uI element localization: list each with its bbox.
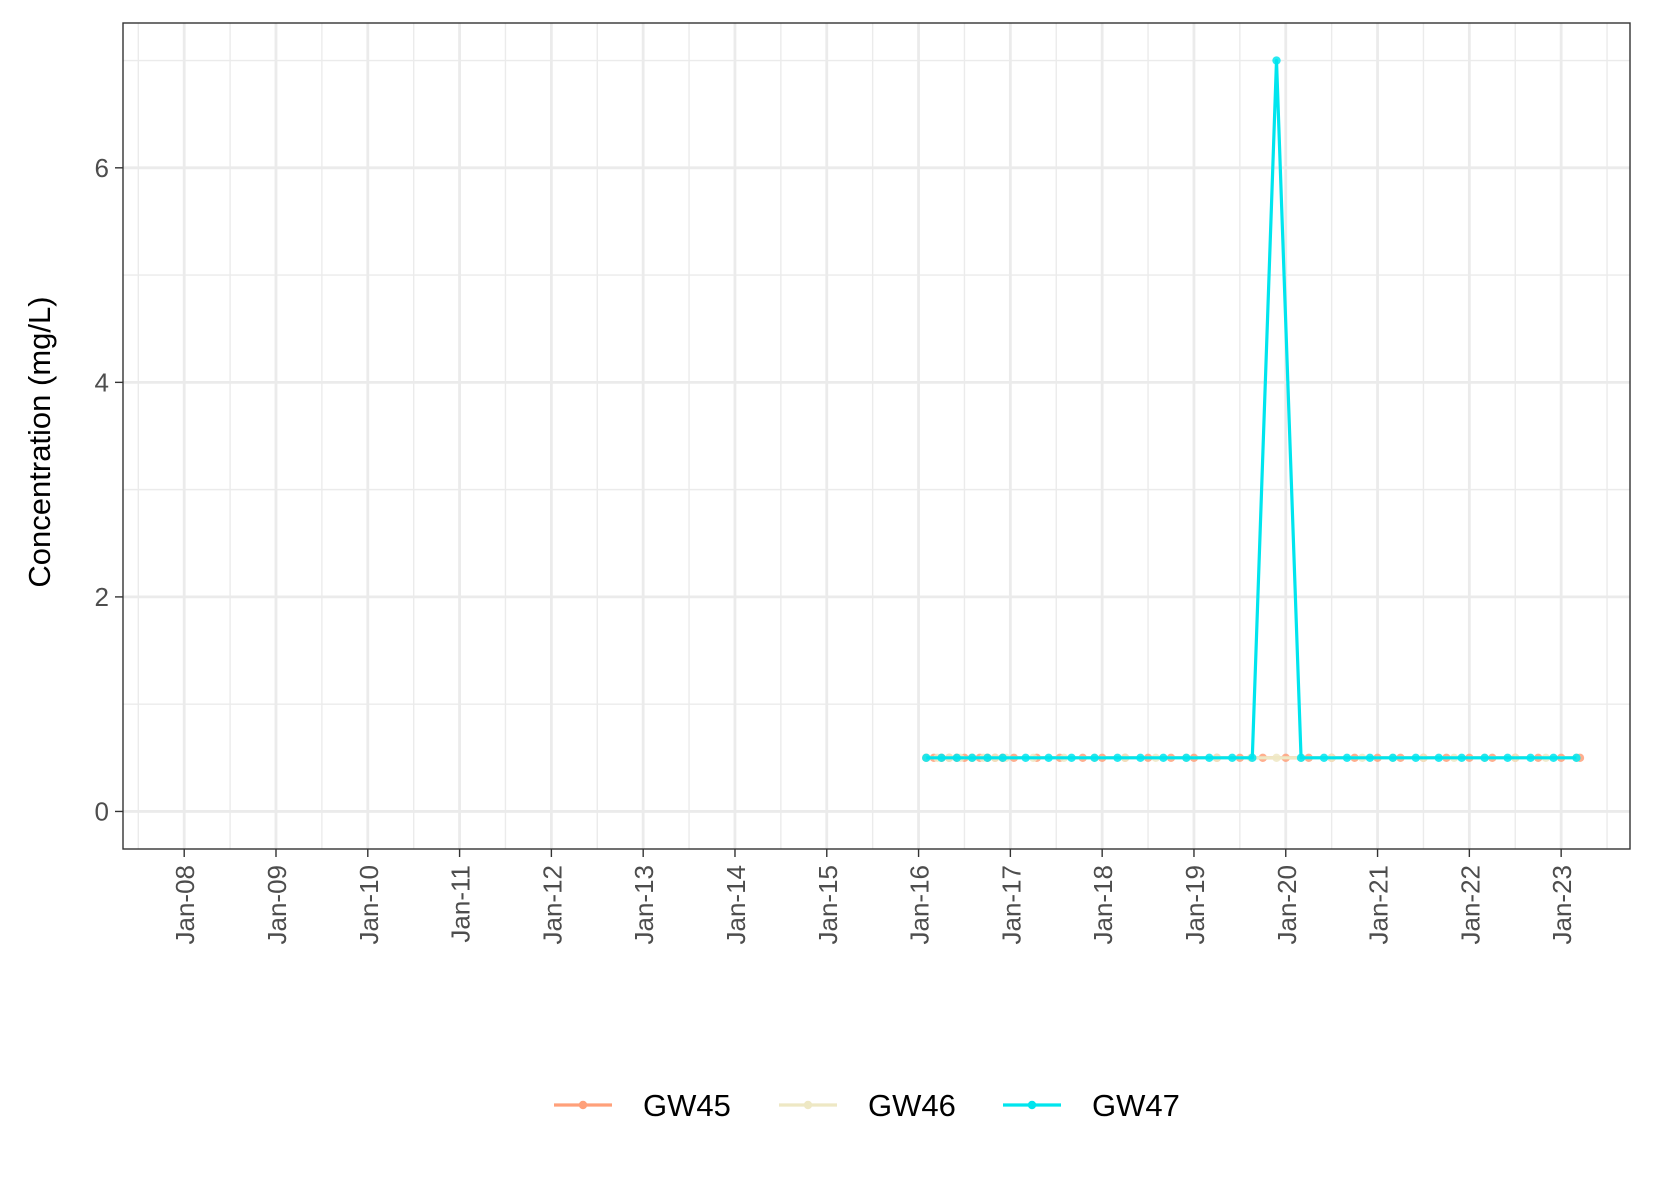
x-tick-label: Jan-18 — [1088, 865, 1118, 945]
data-point — [998, 753, 1007, 763]
data-point — [1136, 753, 1145, 763]
y-axis-title: Concentration (mg/L) — [22, 296, 57, 587]
panel-border — [122, 22, 1631, 850]
data-point — [1182, 753, 1191, 763]
data-point — [1457, 753, 1466, 763]
data-point — [1067, 753, 1076, 763]
data-point — [1113, 753, 1122, 763]
x-tick-label: Jan-08 — [170, 865, 200, 945]
x-tick-label: Jan-20 — [1272, 865, 1302, 945]
legend-item: GW45 — [554, 1088, 731, 1123]
data-point — [1434, 753, 1443, 763]
data-point — [1526, 753, 1535, 763]
legend-label: GW46 — [868, 1088, 956, 1123]
x-tick-label: Jan-14 — [721, 865, 751, 945]
x-tick-label: Jan-15 — [813, 865, 843, 945]
legend-key-point — [1027, 1100, 1037, 1110]
legend-item: GW47 — [1003, 1088, 1180, 1123]
x-axis: Jan-08 Jan-09 Jan-10 Jan-11 Jan-12 Jan-13 Jan-… — [170, 849, 1577, 945]
data-point — [1572, 753, 1581, 763]
legend-item: GW46 — [779, 1088, 956, 1123]
data-point — [1365, 753, 1375, 763]
legend-key-point — [578, 1100, 588, 1110]
data-point — [983, 753, 992, 763]
grid-major — [123, 23, 1630, 849]
data-point — [1296, 753, 1306, 763]
legend-key-point — [803, 1100, 813, 1110]
x-tick-label: Jan-16 — [905, 865, 935, 945]
data-point — [1021, 753, 1030, 763]
data-point — [1044, 753, 1053, 763]
data-point — [967, 753, 977, 763]
data-point — [1228, 753, 1237, 763]
x-tick-label: Jan-10 — [354, 865, 384, 945]
x-tick-label: Jan-23 — [1547, 865, 1577, 945]
data-point — [1503, 753, 1512, 763]
data-point — [922, 753, 931, 763]
data-point — [1342, 753, 1352, 763]
series-GW47 — [922, 56, 1581, 763]
data-point — [1272, 753, 1281, 763]
data-point — [952, 753, 962, 763]
x-tick-label: Jan-09 — [262, 865, 292, 945]
legend-label: GW47 — [1092, 1088, 1180, 1123]
data-point — [1248, 753, 1257, 763]
plot-series — [922, 56, 1585, 763]
y-tick-label: 0 — [95, 796, 109, 826]
data-point — [1480, 753, 1489, 763]
y-axis: 0 2 4 6 — [95, 153, 123, 826]
x-tick-label: Jan-21 — [1364, 865, 1394, 945]
x-tick-label: Jan-19 — [1180, 865, 1210, 945]
data-point — [1388, 753, 1398, 763]
data-point — [1272, 56, 1281, 65]
data-point — [1549, 753, 1558, 763]
x-tick-label: Jan-12 — [537, 865, 567, 945]
x-tick-label: Jan-11 — [446, 865, 476, 943]
data-point — [1205, 753, 1214, 763]
data-point — [937, 753, 946, 763]
x-tick-label: Jan-13 — [629, 865, 659, 945]
y-tick-label: 2 — [95, 582, 109, 612]
data-point — [1319, 753, 1329, 763]
y-tick-label: 4 — [95, 367, 109, 397]
y-tick-label: 6 — [95, 153, 109, 183]
data-point — [1411, 753, 1421, 763]
data-point — [1090, 753, 1099, 763]
x-tick-label: Jan-17 — [996, 865, 1026, 945]
legend: GW45 GW46 GW47 — [554, 1088, 1180, 1123]
legend-label: GW45 — [643, 1088, 731, 1123]
x-tick-label: Jan-22 — [1455, 865, 1485, 945]
data-point — [1159, 753, 1168, 763]
